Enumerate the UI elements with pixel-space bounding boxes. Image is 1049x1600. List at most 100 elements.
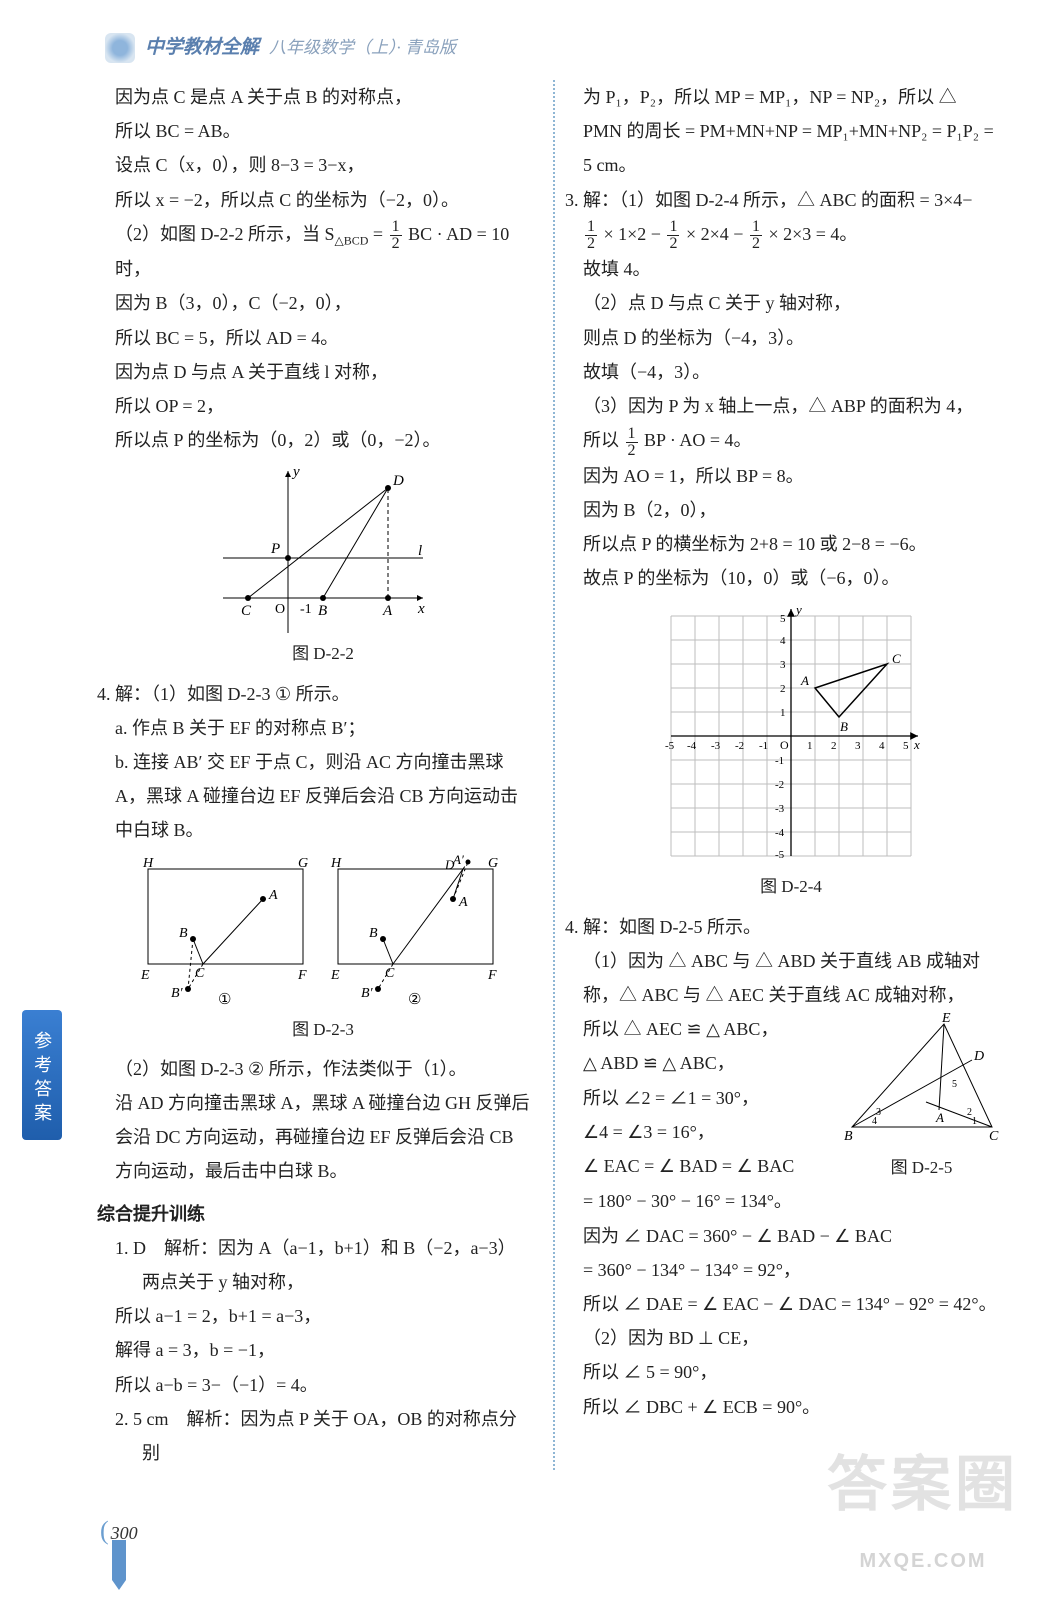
svg-text:H: H — [142, 856, 154, 871]
text-line: 则点 D 的坐标为（−4，3）。 — [583, 321, 999, 355]
svg-text:E: E — [140, 968, 150, 983]
svg-text:E: E — [941, 1012, 951, 1026]
svg-text:y: y — [794, 602, 802, 617]
text-line: （2）点 D 与点 C 关于 y 轴对称， — [583, 286, 999, 320]
text: （2）如图 D-2-2 所示，当 S — [115, 224, 335, 244]
svg-text:G: G — [488, 856, 498, 871]
svg-text:-2: -2 — [735, 740, 744, 752]
text-line: （2）如图 D-2-3 ② 所示，作法类似于（1）。 — [115, 1052, 531, 1086]
sidebar-tab: 参考答案 — [22, 1010, 62, 1140]
watermark: 答案圈 MXQE.COM — [827, 1428, 1019, 1580]
svg-text:O: O — [275, 602, 285, 617]
svg-text:D: D — [392, 473, 404, 489]
svg-text:x: x — [417, 601, 425, 617]
svg-text:F: F — [297, 968, 307, 983]
text-line: 所以 OP = 2， — [115, 389, 531, 423]
text-line: 4. 解：如图 D-2-5 所示。 — [565, 910, 999, 944]
svg-text:-4: -4 — [687, 740, 697, 752]
svg-text:②: ② — [408, 992, 421, 1008]
svg-text:-2: -2 — [775, 779, 784, 791]
svg-text:-5: -5 — [665, 740, 675, 752]
text: 3. 解：（1）如图 D-2-4 所示，△ ABC 的面积 = 3×4− — [565, 190, 972, 210]
svg-text:C: C — [195, 966, 205, 981]
svg-text:-1: -1 — [759, 740, 768, 752]
text-line: = 360° − 134° − 134° = 92°， — [583, 1253, 999, 1287]
text: × 2×3 = 4。 — [764, 224, 857, 244]
text-line: 12 × 1×2 − 12 × 2×4 − 12 × 2×3 = 4。 — [583, 217, 999, 252]
svg-text:4: 4 — [879, 740, 885, 752]
column-divider — [553, 80, 555, 1470]
text-line: 因为 B（3，0），C（−2，0）， — [115, 286, 531, 320]
text-line: （2）因为 BD ⊥ CE， — [583, 1321, 999, 1355]
text-line: 因为 ∠ DAC = 360° − ∠ BAD − ∠ BAC — [583, 1219, 999, 1253]
watermark-main: 答案圈 — [827, 1451, 1019, 1518]
svg-text:4: 4 — [780, 635, 786, 647]
text-line: △ ABD ≌ △ ABC， — [583, 1046, 834, 1080]
text-line: 解得 a = 3，b = −1， — [115, 1333, 531, 1367]
text-line: 所以 a−b = 3−（−1）= 4。 — [115, 1368, 531, 1402]
svg-text:C: C — [241, 603, 252, 619]
text-line: a. 作点 B 关于 EF 的对称点 B′； — [115, 711, 531, 745]
svg-text:B′: B′ — [361, 986, 374, 1001]
svg-text:B: B — [179, 926, 188, 941]
svg-text:1: 1 — [807, 740, 813, 752]
svg-text:-1: -1 — [775, 755, 784, 767]
figure-caption: 图 D-2-4 — [583, 871, 999, 903]
svg-text:A: A — [935, 1110, 944, 1125]
text-line: 所以 BC = 5，所以 AD = 4。 — [115, 321, 531, 355]
watermark-sub: MXQE.COM — [827, 1542, 1019, 1580]
text-line: （3）因为 P 为 x 轴上一点，△ ABP 的面积为 4， — [583, 389, 999, 423]
figure-caption: 图 D-2-2 — [115, 638, 531, 670]
text: × 2×4 − — [681, 224, 747, 244]
svg-text:B: B — [840, 719, 848, 734]
text-line: ∠ EAC = ∠ BAD = ∠ BAC — [583, 1149, 834, 1183]
text-line: 因为 B（2，0）， — [583, 493, 999, 527]
svg-text:-5: -5 — [775, 849, 785, 861]
text-line: 所以 ∠ DBC + ∠ ECB = 90°。 — [583, 1390, 999, 1424]
svg-text:C: C — [892, 651, 901, 666]
figure-d-2-3: H G E F A B B′ C ① H G E F A B — [115, 854, 531, 1046]
text-line: 所以 ∠ 5 = 90°， — [583, 1355, 999, 1389]
text-line: 故填 4。 — [583, 252, 999, 286]
svg-text:x: x — [913, 737, 920, 752]
text-line: 所以点 P 的横坐标为 2+8 = 10 或 2−8 = −6。 — [583, 527, 999, 561]
svg-text:①: ① — [218, 992, 231, 1008]
figure-caption: 图 D-2-5 — [844, 1152, 999, 1184]
text-line: （1）因为 △ ABC 与 △ ABD 关于直线 AB 成轴对称，△ ABC 与… — [583, 944, 999, 1012]
text-line: 所以 x = −2，所以点 C 的坐标为（−2，0）。 — [115, 183, 531, 217]
svg-text:A: A — [458, 895, 468, 910]
svg-text:3: 3 — [780, 659, 786, 671]
svg-text:F: F — [487, 968, 497, 983]
svg-text:2: 2 — [831, 740, 837, 752]
book-subtitle: 八年级数学（上）· 青岛版 — [269, 32, 456, 64]
svg-text:D: D — [973, 1049, 984, 1064]
svg-text:y: y — [291, 464, 300, 480]
text-line: b. 连接 AB′ 交 EF 于点 C，则沿 AC 方向撞击黑球 A，黑球 A … — [115, 745, 531, 848]
text-line: 所以 ∠2 = ∠1 = 30°， — [583, 1081, 834, 1115]
bookmark-icon — [112, 1540, 126, 1590]
text: BP · AO = 4。 — [640, 430, 752, 450]
text-line: 所以点 P 的坐标为（0，2）或（0，−2）。 — [115, 423, 531, 457]
text-line: 沿 AD 方向撞击黑球 A，黑球 A 碰撞台边 GH 反弹后会沿 DC 方向运动… — [115, 1086, 531, 1189]
subscript: △BCD — [335, 233, 369, 247]
text-line: 因为 AO = 1，所以 BP = 8。 — [583, 459, 999, 493]
figure-caption: 图 D-2-3 — [115, 1014, 531, 1046]
text-line: 所以 ∠ DAE = ∠ EAC − ∠ DAC = 134° − 92° = … — [583, 1287, 999, 1321]
text-line: ∠4 = ∠3 = 16°， — [583, 1115, 834, 1149]
right-column: 为 P₁，P₂，所以 MP = MP₁，NP = NP₂，所以 △ PMN 的周… — [571, 80, 999, 1470]
svg-text:P: P — [270, 541, 280, 557]
text-line: （2）如图 D-2-2 所示，当 S△BCD = 12 BC · AD = 10… — [115, 217, 531, 287]
text-line: 因为点 D 与点 A 关于直线 l 对称， — [115, 355, 531, 389]
svg-text:B: B — [369, 926, 378, 941]
text: 所以 — [583, 430, 624, 450]
book-title: 中学教材全解 — [145, 30, 259, 66]
page-header: 中学教材全解 八年级数学（上）· 青岛版 — [0, 0, 1049, 72]
svg-text:5: 5 — [903, 740, 909, 752]
svg-text:1: 1 — [780, 707, 786, 719]
svg-text:5: 5 — [952, 1079, 957, 1090]
svg-text:3: 3 — [855, 740, 861, 752]
svg-text:E: E — [330, 968, 340, 983]
svg-text:-3: -3 — [775, 803, 785, 815]
svg-text:-4: -4 — [775, 827, 785, 839]
svg-text:G: G — [298, 856, 308, 871]
